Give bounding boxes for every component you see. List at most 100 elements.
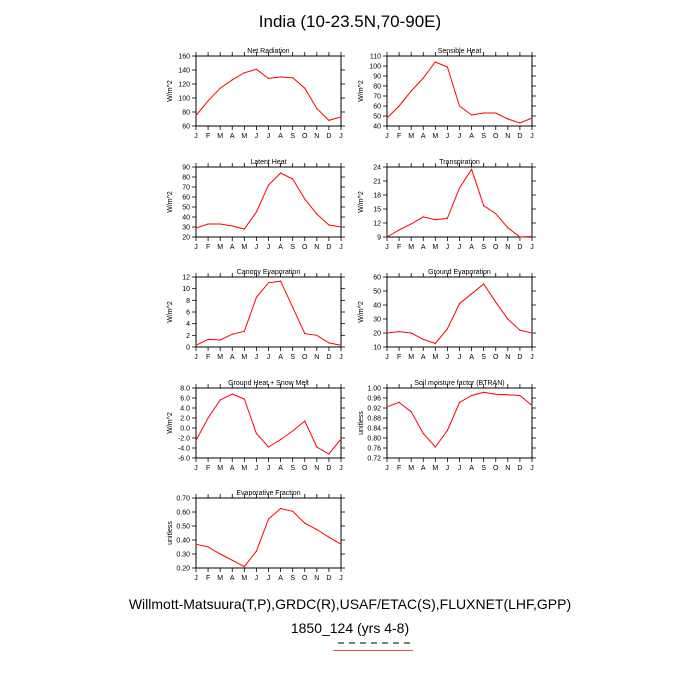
x-tick-label: A [230, 354, 235, 361]
y-tick-label: 100 [369, 64, 381, 71]
x-tick-label: S [481, 244, 486, 251]
x-tick-label: D [517, 133, 522, 140]
y-tick-label: 0.88 [367, 416, 381, 423]
data-point [280, 172, 282, 174]
y-tick-label: 8.0 [180, 386, 190, 393]
x-tick-label: A [278, 354, 283, 361]
x-tick-label: J [446, 465, 450, 472]
x-tick-label: S [290, 575, 295, 582]
x-tick-label: J [385, 244, 389, 251]
series-line [195, 172, 342, 230]
y-tick-label: 0.40 [176, 538, 190, 545]
data-point [316, 213, 318, 215]
y-tick-label: 4.0 [180, 406, 190, 413]
y-tick-label: 0.92 [367, 406, 381, 413]
x-tick-label: A [278, 244, 283, 251]
y-axis-label: W/m^2 [167, 301, 174, 323]
y-tick-label: 70 [373, 94, 381, 101]
data-point [219, 553, 221, 555]
panel-title: Ground Heat + Snow Melt [228, 380, 309, 387]
y-tick-label: 50 [373, 114, 381, 121]
data-point [231, 559, 233, 561]
y-tick-label: 20 [182, 235, 190, 242]
data-point [398, 229, 400, 231]
data-point [410, 332, 412, 334]
x-tick-label: J [194, 244, 198, 251]
x-tick-label: S [481, 133, 486, 140]
y-tick-label: 30 [373, 317, 381, 324]
y-tick-label: 140 [178, 68, 190, 75]
data-point [531, 404, 533, 407]
data-point [304, 333, 306, 335]
series-line [386, 61, 533, 124]
x-tick-label: M [408, 465, 414, 472]
x-tick-label: M [241, 575, 247, 582]
x-tick-label: O [302, 244, 308, 251]
data-point [243, 566, 245, 568]
x-tick-label: S [290, 133, 295, 140]
y-tick-label: 2 [186, 333, 190, 340]
x-tick-label: J [267, 354, 271, 361]
y-tick-label: 4 [186, 321, 190, 328]
x-tick-label: M [241, 133, 247, 140]
data-point [483, 112, 485, 114]
data-point [386, 236, 388, 238]
x-tick-label: J [530, 465, 534, 472]
x-tick-label: S [290, 244, 295, 251]
data-point [386, 406, 388, 408]
data-point [422, 216, 424, 218]
x-tick-label: J [194, 354, 198, 361]
plot-frame [195, 497, 342, 569]
plot-frame [195, 166, 342, 238]
series-line [195, 68, 342, 121]
x-tick-label: O [493, 244, 499, 251]
x-tick-label: J [255, 133, 259, 140]
data-point [255, 211, 257, 213]
data-point [255, 296, 257, 298]
x-tick-label: F [206, 354, 210, 361]
data-point [434, 61, 436, 63]
y-tick-label: 60 [182, 124, 190, 131]
y-tick-label: 21 [373, 179, 381, 186]
y-tick-label: 8 [186, 298, 190, 305]
data-point [328, 342, 330, 344]
footer-legend-line [333, 650, 413, 651]
x-tick-label: M [217, 133, 223, 140]
data-point [410, 411, 412, 413]
panel-title: Canopy Evaporation [237, 269, 301, 276]
y-tick-label: 60 [373, 104, 381, 111]
y-tick-label: 40 [182, 215, 190, 222]
x-tick-label: N [314, 133, 319, 140]
footer-datasets: Willmott-Matsuura(T,P),GRDC(R),USAF/ETAC… [128, 596, 572, 612]
y-tick-label: -2.0 [178, 436, 190, 443]
x-tick-label: A [421, 133, 426, 140]
panel-soil-moisture-factor-btran: Soil moisture factor (BTRAN)J F M A M J J A S O N D… [358, 380, 536, 472]
x-tick-label: M [241, 354, 247, 361]
x-tick-label: A [230, 465, 235, 472]
x-tick-label: F [206, 244, 210, 251]
series-line [195, 280, 342, 346]
y-tick-label: -6.0 [178, 456, 190, 463]
plot-frame [386, 166, 533, 238]
y-tick-label: 100 [178, 96, 190, 103]
x-tick-label: J [339, 354, 343, 361]
x-tick-label: A [421, 354, 426, 361]
data-point [195, 114, 197, 117]
panel-title: Evaporative Fraction [236, 490, 300, 497]
panel-title: Transpiration [439, 159, 480, 166]
data-point [219, 87, 221, 89]
y-tick-label: -4.0 [178, 446, 190, 453]
panel-title: Latent Heat [250, 159, 286, 166]
x-tick-label: J [194, 575, 198, 582]
plot-frame [386, 276, 533, 348]
x-tick-label: J [194, 465, 198, 472]
data-point [280, 280, 282, 282]
x-tick-label: N [505, 465, 510, 472]
x-tick-label: S [481, 354, 486, 361]
y-tick-label: 80 [182, 175, 190, 182]
data-point [231, 333, 233, 335]
data-point [531, 235, 533, 238]
data-point [471, 114, 473, 116]
y-tick-label: 12 [373, 221, 381, 228]
